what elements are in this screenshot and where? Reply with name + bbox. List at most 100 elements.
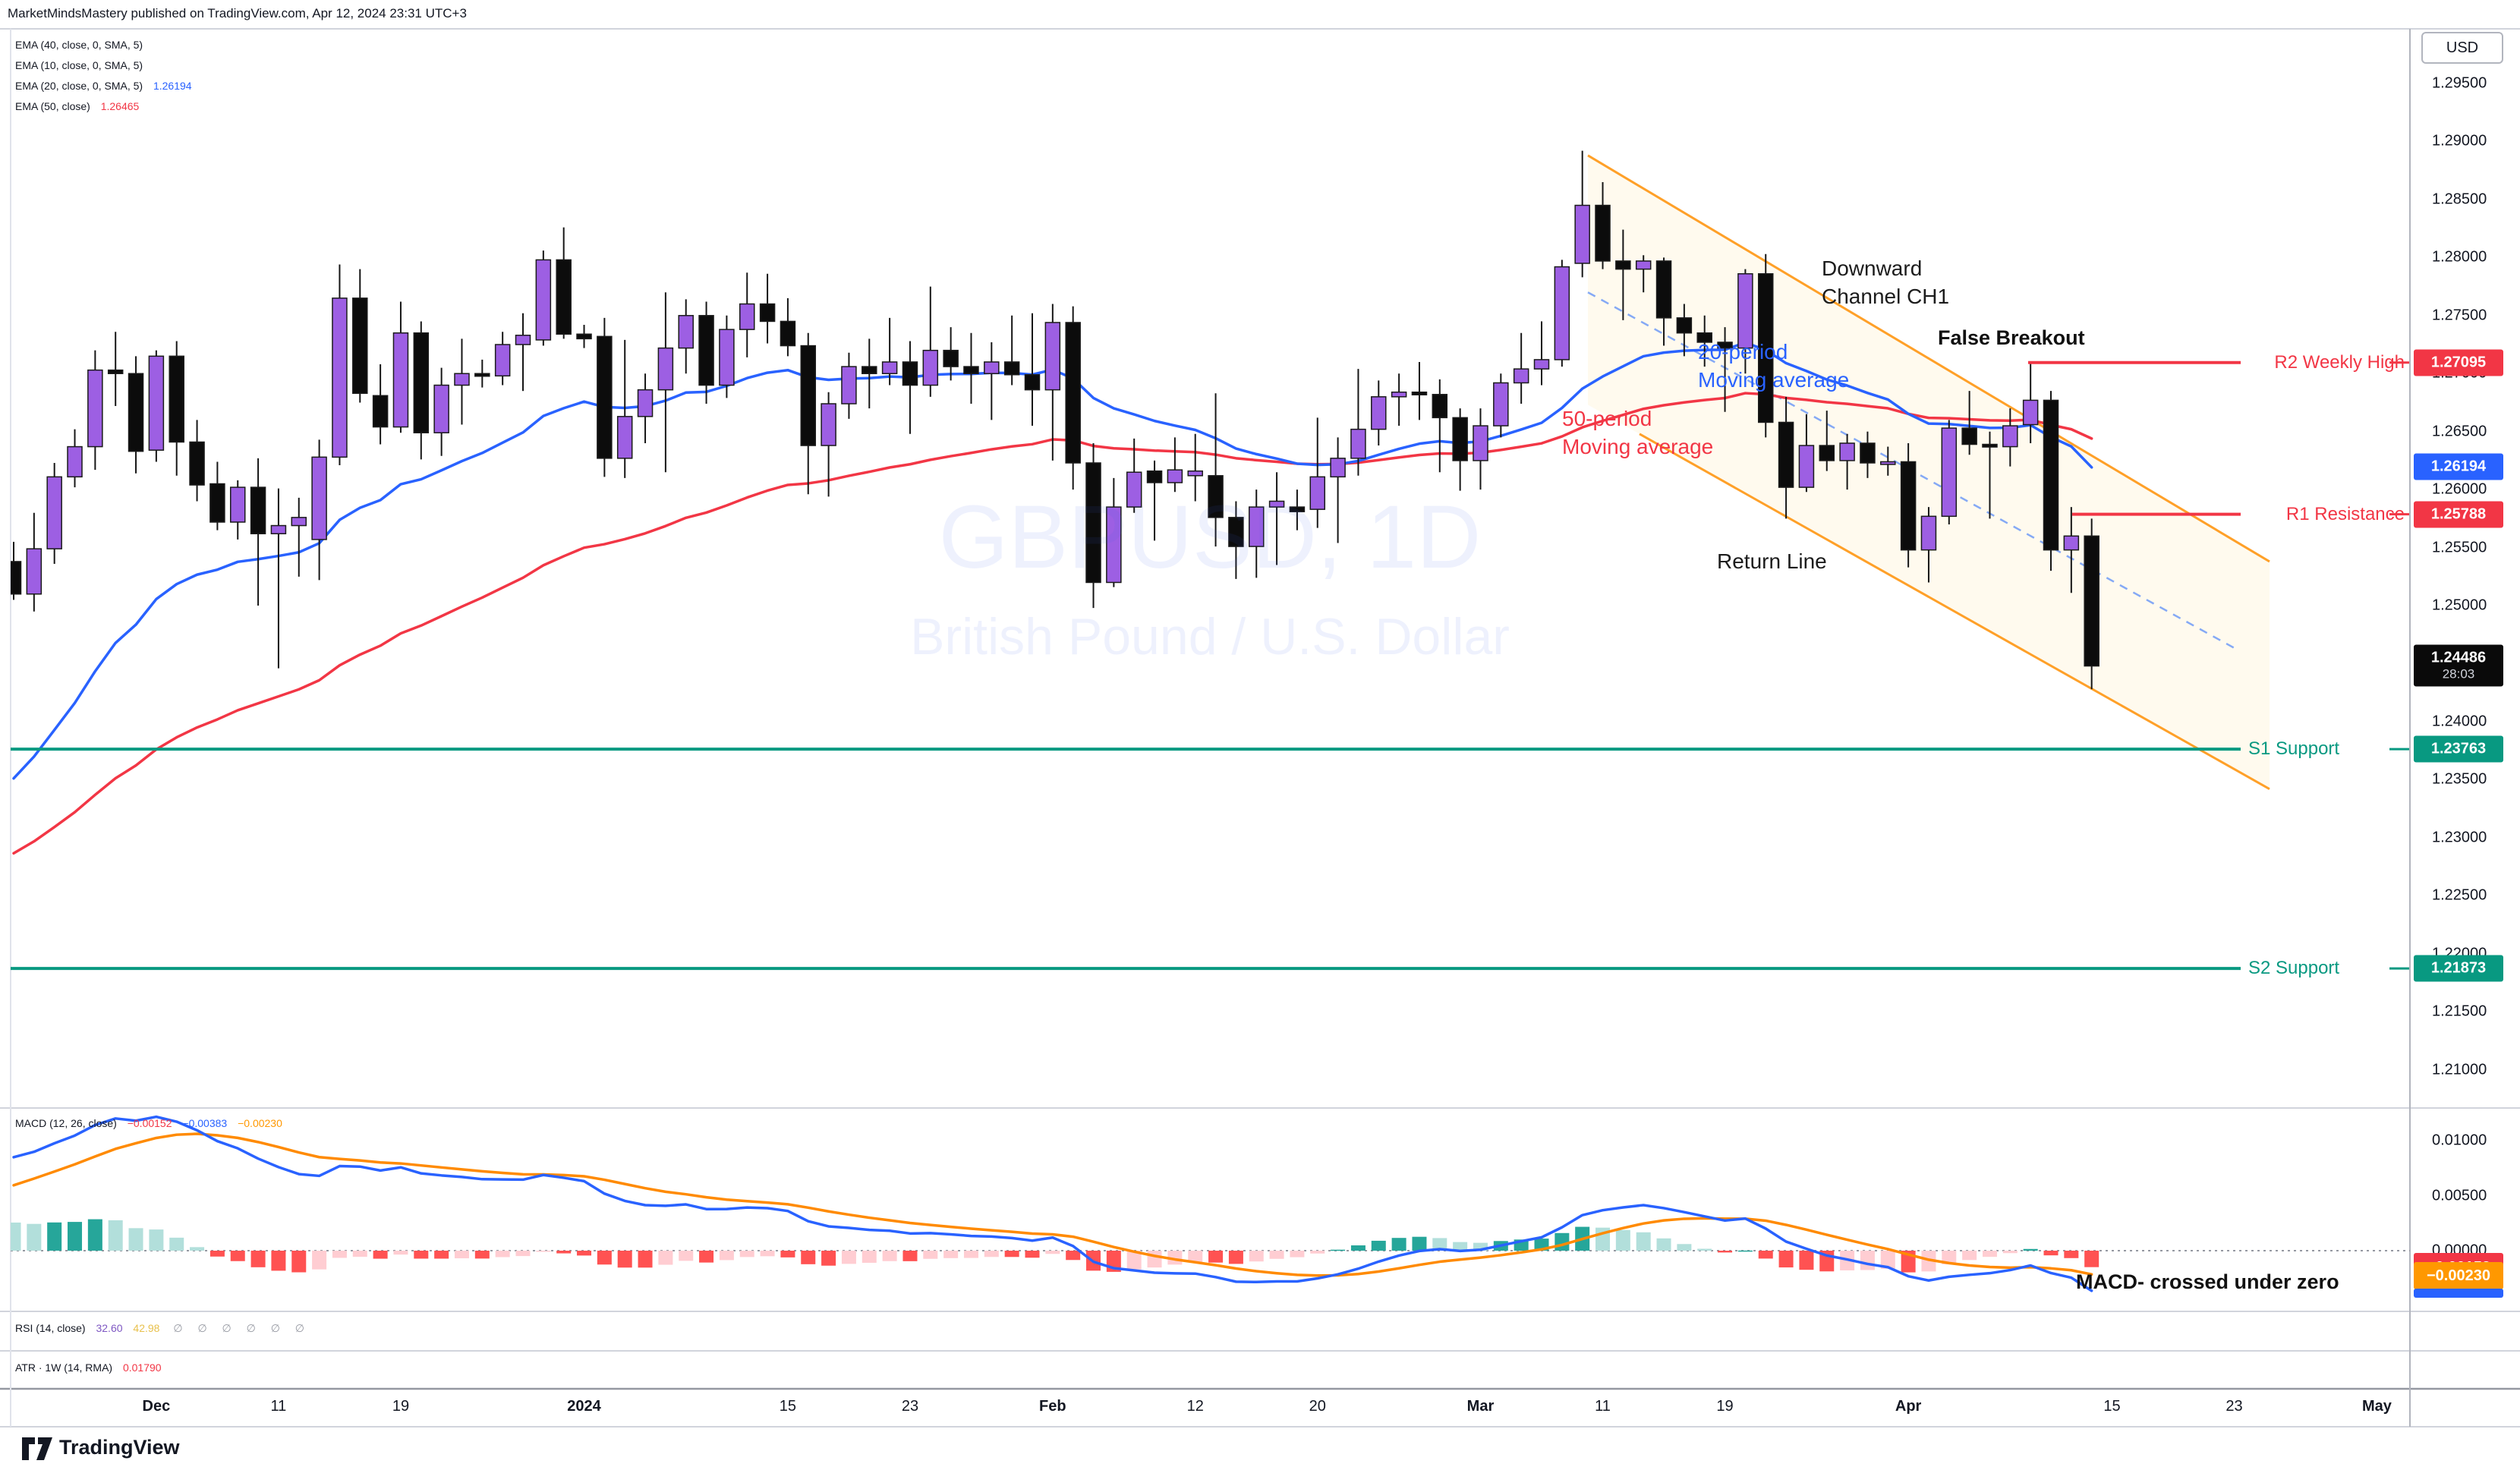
price-tick-label: 1.28500 (2432, 190, 2487, 208)
candle (1411, 361, 1428, 420)
atr-legend[interactable]: ATR · 1W (14, RMA) 0.01790 (15, 1361, 162, 1374)
tradingview-logo-icon[interactable] (21, 1434, 53, 1463)
macd-histogram-bar (2084, 1251, 2099, 1267)
candle (1574, 150, 1590, 278)
candle-body-up (494, 344, 511, 377)
price-tick-label: 1.21000 (2432, 1061, 2487, 1078)
ema20-value: 1.26194 (153, 80, 192, 92)
legend-row-ema20[interactable]: EMA (20, close, 0, SMA, 5) 1.26194 (15, 76, 192, 96)
candle-body-down (1900, 461, 1917, 551)
candle (576, 325, 592, 348)
candle-body-down (576, 333, 592, 340)
macd-histogram-bar (1269, 1251, 1284, 1259)
candle-body-up (1533, 359, 1550, 370)
candle-body-down (1595, 204, 1611, 262)
candle-body-up (841, 366, 857, 404)
macd-histogram-bar (108, 1220, 123, 1251)
legend-row-ema50[interactable]: EMA (50, close) 1.26465 (15, 96, 192, 117)
macd-histogram-bar (699, 1251, 714, 1263)
legend-row-ema40[interactable]: EMA (40, close, 0, SMA, 5) (15, 35, 192, 55)
price-tick-label: 1.25000 (2432, 596, 2487, 614)
candle (26, 512, 43, 612)
candle-body-up (1309, 476, 1326, 510)
annotation-downward-channel: Downward Channel CH1 (1822, 257, 1950, 308)
legend-row-ema10[interactable]: EMA (10, close, 0, SMA, 5) (15, 55, 192, 76)
atr-value: 0.01790 (122, 1361, 162, 1374)
tradingview-logo-text[interactable]: TradingView (59, 1436, 180, 1459)
candle-body-up (392, 332, 409, 428)
price-tick-label: 1.24000 (2432, 713, 2487, 730)
macd-histogram-bar (1249, 1251, 1264, 1262)
label-s1-support: S1 Support (2248, 738, 2340, 760)
macd-histogram-bar (1677, 1244, 1692, 1251)
candle-body-up (1574, 204, 1590, 264)
macd-histogram-bar (1025, 1251, 1040, 1258)
candle-body-down (169, 355, 184, 443)
candle (372, 364, 389, 445)
candle-body-up (1350, 428, 1366, 459)
candle (107, 332, 124, 407)
time-tick-label: Apr (1895, 1398, 1922, 1415)
candle (984, 342, 1000, 420)
candle-body-up (46, 476, 62, 549)
candle-body-down (800, 345, 817, 446)
candle (352, 269, 368, 403)
candle (1819, 411, 1835, 471)
candle (616, 339, 633, 478)
candle (1452, 408, 1468, 491)
macd-histogram-bar (47, 1222, 62, 1251)
macd-histogram-bar (27, 1223, 42, 1251)
candle (46, 462, 62, 565)
candle (1473, 408, 1488, 490)
candle (1228, 501, 1244, 579)
macd-label: MACD (12, 26, close) (15, 1117, 117, 1129)
candle (1778, 396, 1794, 519)
macd-histogram-bar (414, 1251, 429, 1259)
candle-body-up (270, 524, 287, 535)
macd-histogram-bar (577, 1251, 592, 1256)
macd-histogram-bar (1453, 1242, 1468, 1251)
macd-histogram-bar (1126, 1251, 1142, 1270)
macd-histogram-bar (1880, 1251, 1895, 1269)
time-tick-label: 19 (1716, 1398, 1734, 1415)
candle (1350, 369, 1366, 476)
candle-body-down (1757, 273, 1774, 423)
macd-histogram-bar (2023, 1248, 2038, 1251)
candle (739, 272, 755, 357)
candle (759, 273, 776, 344)
candle-body-up (1880, 461, 1896, 465)
macd-histogram-bar (128, 1228, 143, 1251)
candle-body-down (2043, 399, 2059, 551)
candle (1493, 373, 1509, 438)
candle-body-down (1411, 391, 1428, 395)
macd-histogram-bar (2064, 1251, 2079, 1258)
candle-body-down (1228, 517, 1244, 547)
candle (1920, 507, 1937, 583)
candle-body-down (2084, 535, 2099, 667)
candle (1208, 393, 1224, 547)
candle-body-down (1024, 374, 1041, 391)
price-badge-1.24486: 1.24486 28:03 (2414, 644, 2503, 687)
macd-histogram-bar (658, 1251, 673, 1265)
ema20-label: EMA (20, close, 0, SMA, 5) (15, 80, 143, 92)
candle-body-up (1187, 470, 1203, 477)
price-tick-label: 1.23000 (2432, 829, 2487, 846)
macd-histogram-bar (1432, 1238, 1447, 1251)
price-badge-1.26194: 1.26194 (2414, 453, 2503, 480)
macd-histogram-bar (1737, 1250, 1753, 1252)
candle (1024, 313, 1041, 427)
rsi-legend[interactable]: RSI (14, close) 32.60 42.98 ∅ ∅ ∅ ∅ ∅ ∅ (15, 1322, 310, 1335)
candle (1513, 332, 1529, 404)
candle-body-up (1371, 396, 1387, 430)
macd-histogram-bar (862, 1251, 877, 1263)
macd-histogram-bar (1228, 1251, 1243, 1264)
macd-legend[interactable]: MACD (12, 26, close) −0.00152 −0.00383 −… (15, 1117, 282, 1129)
candle (637, 373, 654, 443)
currency-button[interactable]: USD (2421, 32, 2503, 64)
price-badge-1.25788: 1.25788 (2414, 501, 2503, 528)
candle-body-up (2063, 535, 2080, 551)
candle (902, 341, 918, 434)
candle (169, 341, 184, 476)
indicator-legend: EMA (40, close, 0, SMA, 5) EMA (10, clos… (15, 35, 192, 117)
annotation-return-line: Return Line (1717, 549, 1827, 573)
